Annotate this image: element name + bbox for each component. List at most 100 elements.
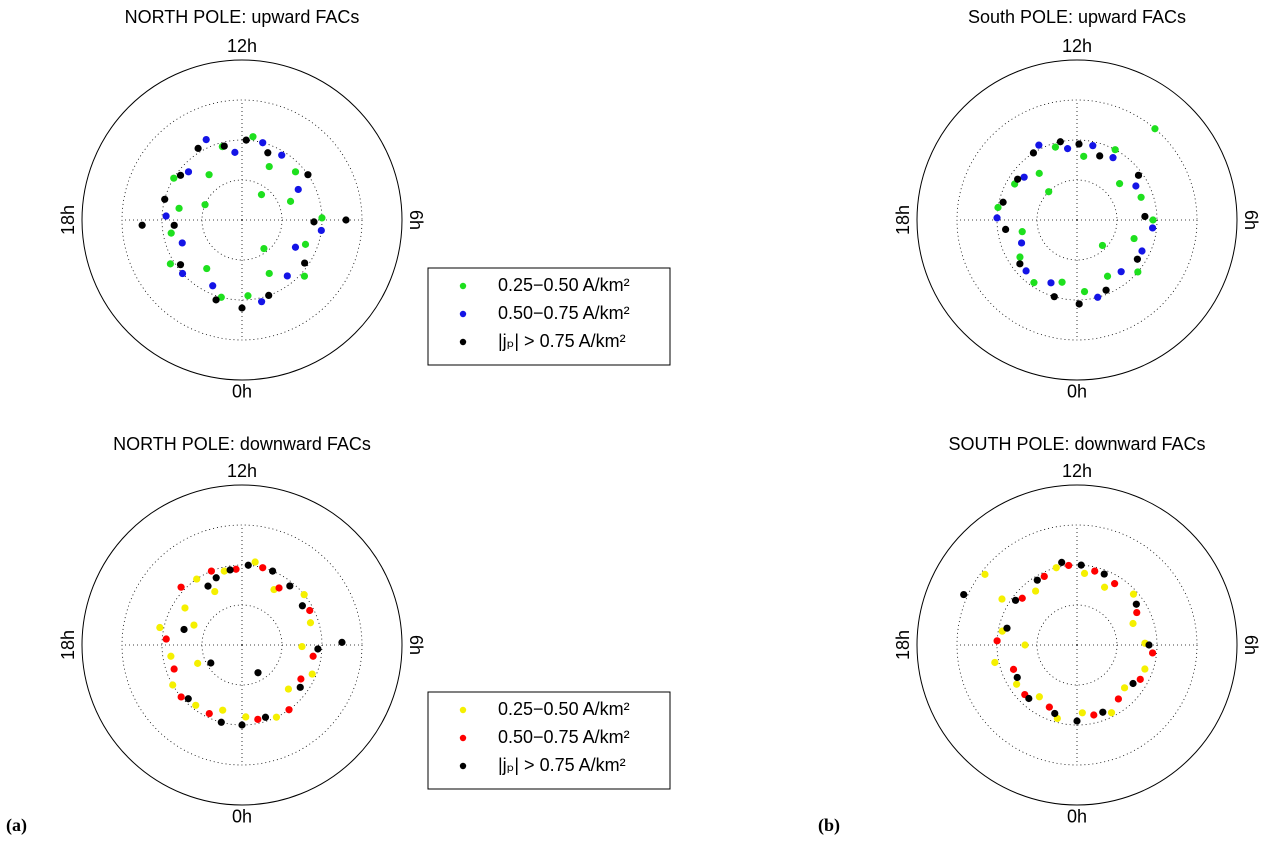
point <box>301 240 310 248</box>
outer-ring <box>916 59 1238 381</box>
point <box>1047 279 1055 287</box>
point <box>1002 225 1010 233</box>
legend-box <box>427 691 671 790</box>
point <box>1065 561 1073 570</box>
point <box>207 659 215 667</box>
point <box>261 713 270 721</box>
x-tick-label: 6h <box>406 210 426 230</box>
x-tick-label: 0h <box>1067 382 1087 402</box>
point <box>1111 580 1119 588</box>
point <box>1149 216 1157 224</box>
point <box>220 142 228 150</box>
point <box>1089 142 1097 150</box>
legend-label: |jₚ| > 0.75 A/km² <box>498 331 626 351</box>
point <box>257 191 266 199</box>
point <box>170 665 178 673</box>
plot: South POLE: upward FACs 12h 6h 0h 18h <box>893 7 1261 402</box>
point <box>297 675 305 683</box>
legend-label: 0.25−0.50 A/km² <box>498 699 630 719</box>
point <box>1148 649 1157 657</box>
point <box>1045 188 1053 196</box>
point <box>1100 583 1109 591</box>
point <box>205 171 213 179</box>
point <box>265 291 273 300</box>
point <box>194 144 202 152</box>
point <box>176 171 185 179</box>
legend-marker <box>459 706 467 714</box>
point <box>1145 641 1153 649</box>
point <box>211 587 219 596</box>
point <box>1138 247 1146 255</box>
point <box>166 260 174 268</box>
point <box>1051 143 1060 151</box>
legend-marker <box>459 734 467 742</box>
point <box>1137 193 1145 201</box>
point <box>1050 293 1058 301</box>
point <box>1018 228 1026 236</box>
point <box>1151 125 1159 133</box>
point <box>258 298 266 306</box>
point <box>1058 558 1066 567</box>
point <box>998 595 1006 603</box>
point <box>1130 234 1138 243</box>
legend-label: |jₚ| > 0.75 A/km² <box>498 755 626 775</box>
point <box>201 201 209 209</box>
point <box>1014 175 1022 183</box>
point <box>1091 567 1099 575</box>
point <box>254 715 262 723</box>
point <box>1030 279 1038 287</box>
legend-marker <box>459 338 467 346</box>
point <box>960 590 968 599</box>
point <box>1022 267 1030 275</box>
point <box>1117 268 1125 276</box>
point <box>991 658 999 667</box>
point <box>291 243 300 251</box>
x-tick-label: 0h <box>1067 807 1087 827</box>
point <box>138 221 146 229</box>
point <box>217 718 225 726</box>
point <box>1035 693 1043 701</box>
point <box>993 214 1001 222</box>
plot: NORTH POLE: upward FACs 12h 6h 0h 18h 0.25−0.… <box>58 7 671 402</box>
point <box>1136 675 1144 683</box>
legend-label: 0.50−0.75 A/km² <box>498 303 630 323</box>
grid-ring <box>956 99 1198 341</box>
point <box>1009 665 1018 673</box>
point <box>1132 182 1140 190</box>
point <box>1003 624 1011 632</box>
point <box>285 706 293 714</box>
point <box>1115 180 1124 188</box>
point <box>300 272 309 280</box>
point <box>205 709 213 718</box>
point <box>1013 680 1021 688</box>
point <box>310 218 318 226</box>
point <box>1120 684 1129 692</box>
point <box>286 582 294 590</box>
point <box>231 148 239 156</box>
point <box>1111 146 1119 154</box>
point <box>1129 590 1138 598</box>
point <box>269 567 277 575</box>
point <box>162 212 170 220</box>
point <box>1080 288 1089 296</box>
x-tick-label: 18h <box>893 205 913 235</box>
point <box>1129 679 1137 688</box>
point <box>249 133 257 141</box>
point <box>318 214 326 222</box>
point <box>278 151 286 159</box>
point <box>1052 564 1060 572</box>
point <box>202 136 210 144</box>
x-tick-label: 18h <box>58 630 78 660</box>
point <box>1141 665 1149 673</box>
point <box>220 567 228 575</box>
legend-label: 0.50−0.75 A/km² <box>498 727 630 747</box>
point <box>309 652 317 660</box>
point <box>226 566 234 574</box>
point <box>219 706 227 714</box>
outer-ring <box>81 59 403 381</box>
point <box>259 139 267 147</box>
x-tick-label: 6h <box>406 635 426 655</box>
point <box>181 604 189 612</box>
chart-title: SOUTH POLE: downward FACs <box>948 434 1205 454</box>
